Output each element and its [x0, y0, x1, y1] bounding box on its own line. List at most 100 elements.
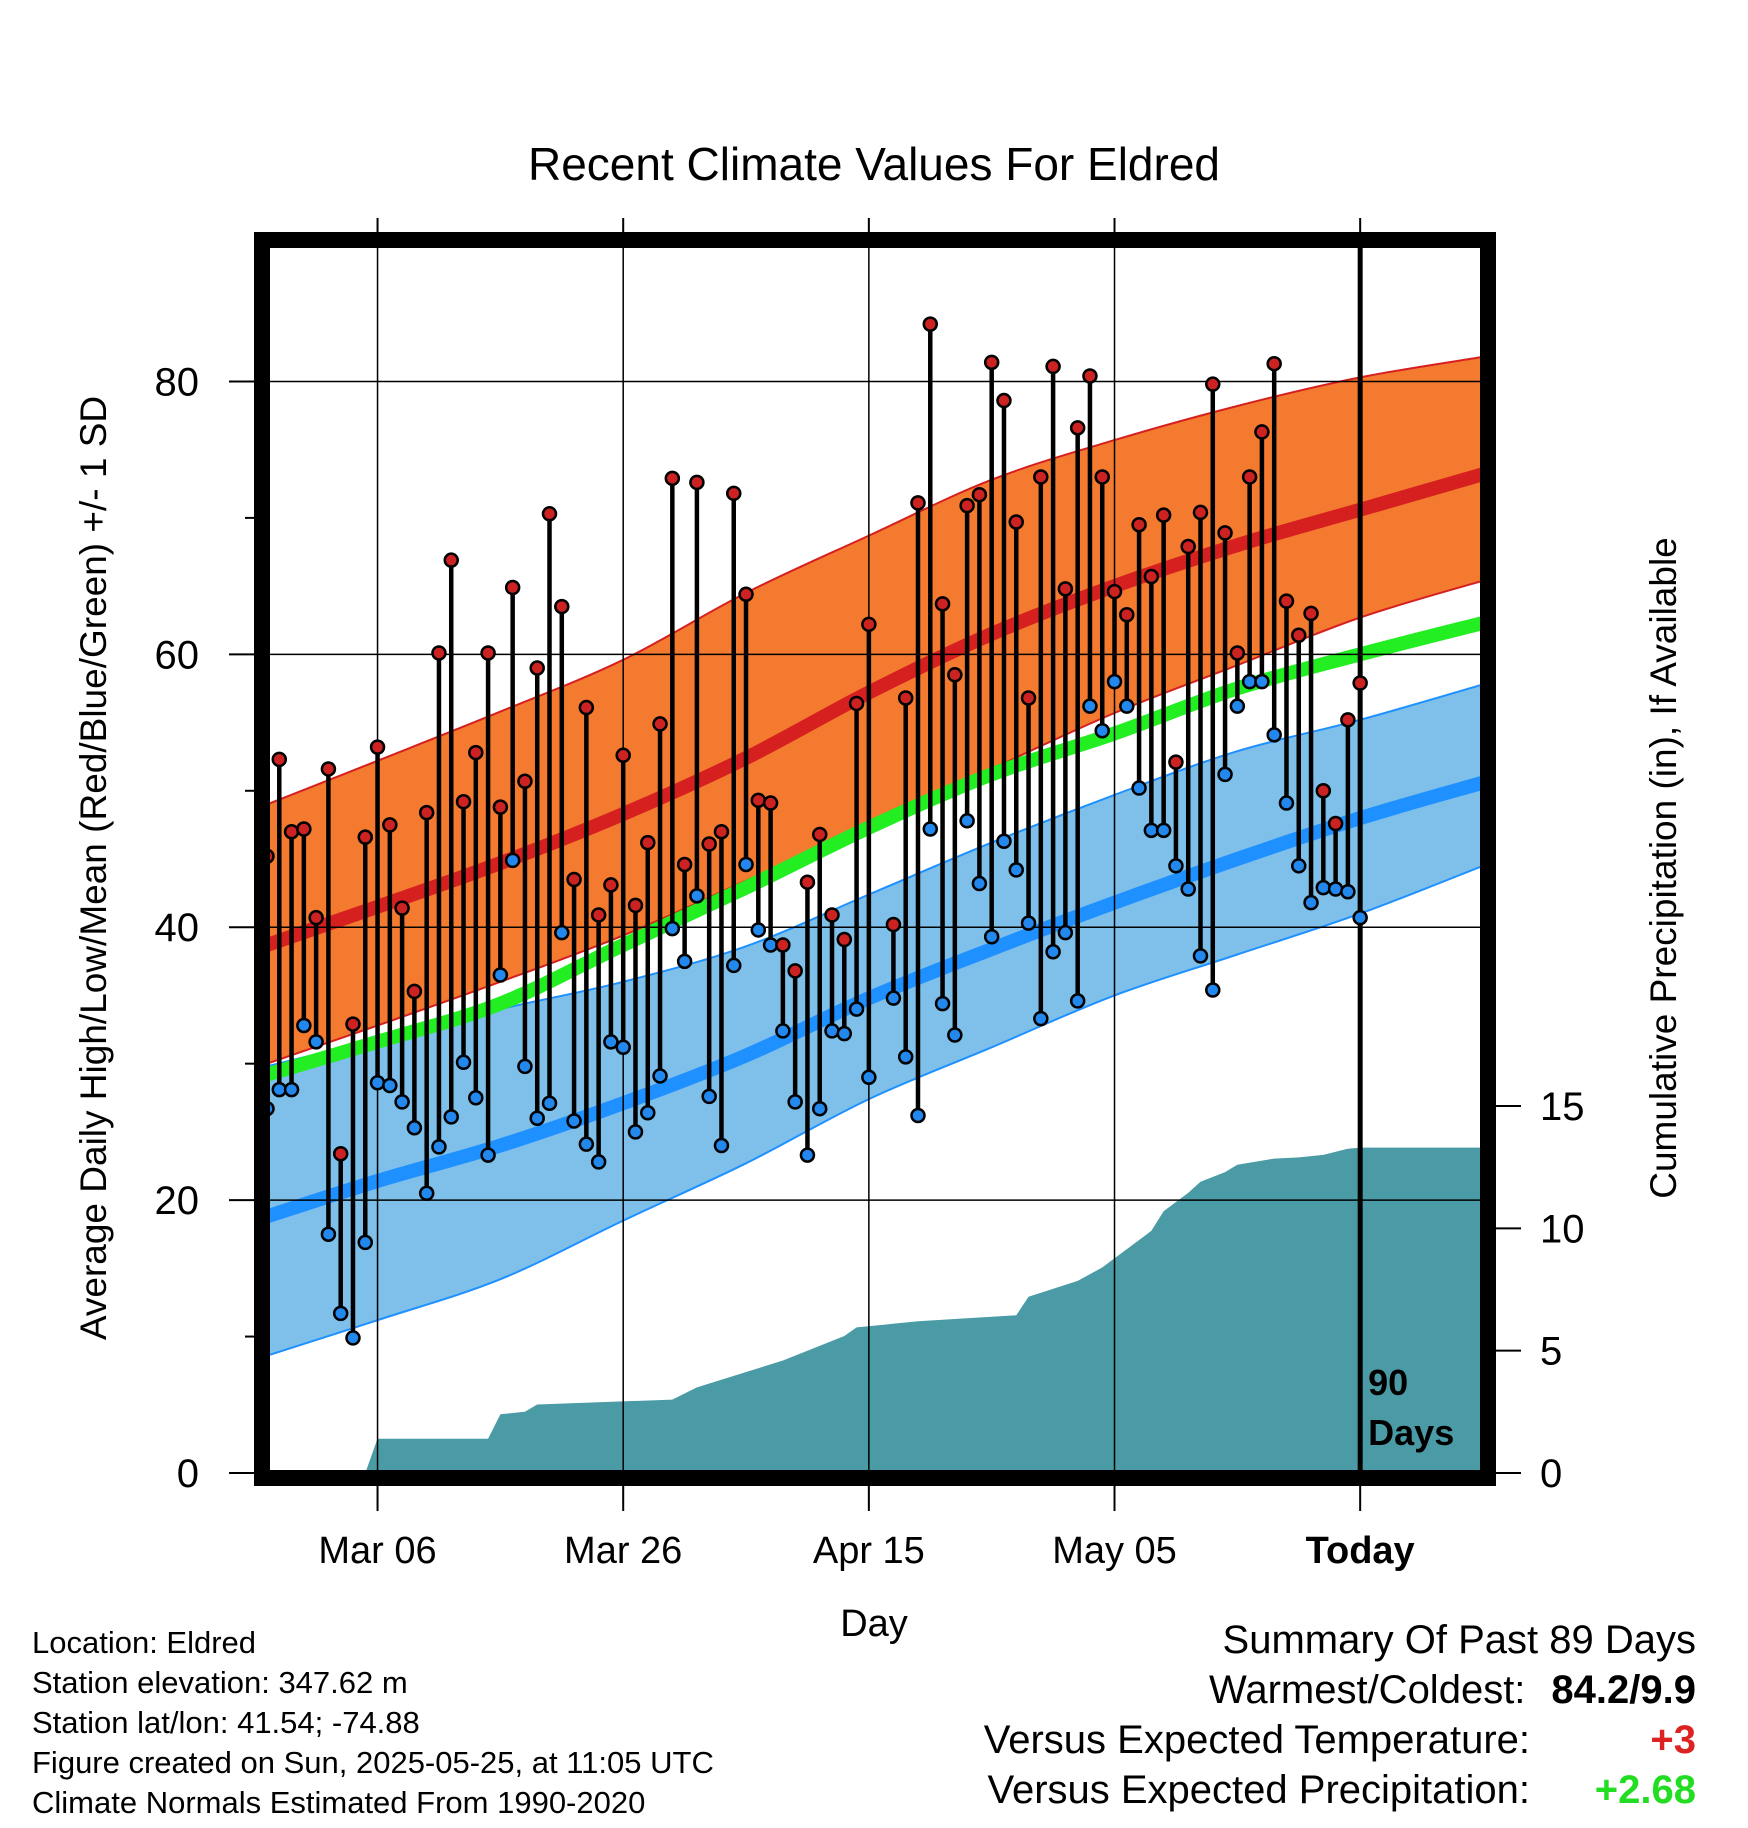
- daily-high-point: [1352, 675, 1368, 691]
- daily-low-point: [1327, 881, 1344, 897]
- daily-high-point: [836, 931, 853, 948]
- normals-note: Climate Normals Estimated From 1990-2020: [32, 1785, 646, 1820]
- y2-tick-label: 10: [1540, 1207, 1585, 1251]
- daily-high-point: [615, 747, 631, 764]
- daily-low-point: [406, 1120, 423, 1136]
- daily-low-point: [1106, 673, 1123, 690]
- daily-low-point: [443, 1109, 459, 1125]
- daily-high-point: [1008, 514, 1025, 530]
- daily-high-point: [1168, 754, 1184, 770]
- daily-high-point: [861, 616, 877, 633]
- daily-high-point: [775, 937, 791, 953]
- daily-high-point: [1303, 605, 1319, 622]
- daily-low-point: [615, 1039, 631, 1056]
- daily-high-point: [627, 897, 644, 914]
- x-tick-label: Today: [1306, 1530, 1415, 1572]
- daily-low-point: [996, 833, 1012, 850]
- daily-high-point: [345, 1016, 361, 1032]
- daily-high-point: [1069, 420, 1086, 436]
- daily-high-point: [824, 907, 840, 923]
- station-location: Location: Eldred: [32, 1625, 257, 1660]
- daily-high-point: [1340, 712, 1356, 728]
- daily-high-point: [1180, 538, 1196, 555]
- y-axis-label: Average Daily High/Low/Mean (Red/Blue/Gr…: [73, 396, 114, 1340]
- daily-high-point: [394, 900, 410, 916]
- daily-low-point: [1131, 780, 1147, 796]
- daily-low-point: [750, 922, 767, 938]
- daily-low-point: [541, 1095, 558, 1111]
- daily-high-point: [320, 761, 337, 777]
- daily-high-point: [1327, 815, 1344, 832]
- daily-low-point: [885, 990, 902, 1006]
- daily-low-point: [431, 1139, 447, 1155]
- x-tick-label: May 05: [1052, 1530, 1177, 1572]
- daily-high-point: [1155, 507, 1172, 523]
- daily-high-point: [885, 916, 902, 933]
- low-normal-band: [267, 684, 1483, 1356]
- daily-low-point: [1352, 909, 1368, 926]
- summary-precipitation: Versus Expected Precipitation: +2.68: [984, 1765, 1696, 1815]
- temp-value: +3: [1650, 1718, 1696, 1762]
- daily-low-point: [492, 967, 509, 983]
- daily-high-point: [382, 817, 398, 833]
- daily-low-point: [382, 1077, 398, 1094]
- daily-high-point: [1106, 583, 1123, 600]
- daily-low-point: [947, 1027, 963, 1043]
- daily-high-point: [1241, 469, 1258, 485]
- daily-high-point: [455, 793, 472, 810]
- daily-high-point: [762, 795, 779, 811]
- daily-high-point: [418, 804, 435, 821]
- daily-high-point: [1205, 376, 1221, 392]
- daily-high-point: [431, 645, 447, 661]
- daily-low-point: [418, 1185, 435, 1202]
- y-tick-label: 20: [155, 1179, 200, 1223]
- daily-low-point: [811, 1100, 828, 1117]
- y-tick-label: 80: [155, 360, 200, 404]
- daily-low-point: [1119, 698, 1135, 714]
- y2-tick-label: 0: [1540, 1452, 1562, 1496]
- daily-low-point: [1254, 673, 1270, 690]
- daily-high-point: [541, 506, 558, 522]
- y-tick-label: 40: [155, 906, 200, 950]
- daily-high-point: [357, 829, 374, 845]
- today-days-unit: Days: [1368, 1412, 1454, 1453]
- daily-low-point: [910, 1107, 926, 1124]
- daily-low-point: [517, 1058, 533, 1075]
- daily-low-point: [836, 1025, 853, 1042]
- x-tick-label: Apr 15: [813, 1530, 925, 1572]
- daily-high-point: [689, 474, 705, 491]
- daily-low-point: [529, 1110, 545, 1126]
- plot-area: 0 20 40 60 80 0 5 10 15 Mar 06 Mar 26 Apr 15 May 05 T…: [155, 218, 1585, 1572]
- daily-high-point: [296, 821, 312, 837]
- figure-created: Figure created on Sun, 2025-05-25, at 11…: [32, 1745, 714, 1780]
- daily-low-point: [775, 1023, 791, 1039]
- daily-high-point: [652, 716, 668, 732]
- daily-high-point: [1229, 645, 1246, 661]
- daily-low-point: [1155, 822, 1172, 839]
- daily-high-point: [578, 699, 595, 716]
- daily-low-point: [983, 929, 1000, 945]
- x-tick-label: Mar 06: [318, 1530, 436, 1572]
- daily-high-point: [897, 690, 914, 706]
- daily-low-point: [640, 1105, 656, 1121]
- y-axis-right: 0 5 10 15: [1491, 1085, 1585, 1496]
- daily-low-point: [1340, 883, 1356, 900]
- precip-label: Versus Expected Precipitation:: [987, 1768, 1530, 1812]
- daily-low-point: [1205, 982, 1221, 998]
- y2-tick-label: 15: [1540, 1085, 1585, 1129]
- daily-low-point: [603, 1034, 619, 1050]
- high-normal-band: [267, 356, 1483, 1064]
- daily-low-point: [1266, 727, 1282, 743]
- daily-low-point: [480, 1147, 496, 1163]
- daily-low-point: [345, 1330, 361, 1346]
- warm-cold-label: Warmest/Coldest:: [1209, 1668, 1526, 1712]
- daily-low-point: [689, 888, 705, 904]
- daily-high-point: [738, 586, 754, 603]
- station-info: Location: Eldred Station elevation: 347.…: [32, 1623, 714, 1823]
- daily-high-point: [1278, 593, 1295, 609]
- daily-high-point: [271, 751, 288, 768]
- daily-high-point: [590, 907, 607, 923]
- daily-low-point: [1217, 766, 1233, 783]
- temp-label: Versus Expected Temperature:: [983, 1718, 1530, 1762]
